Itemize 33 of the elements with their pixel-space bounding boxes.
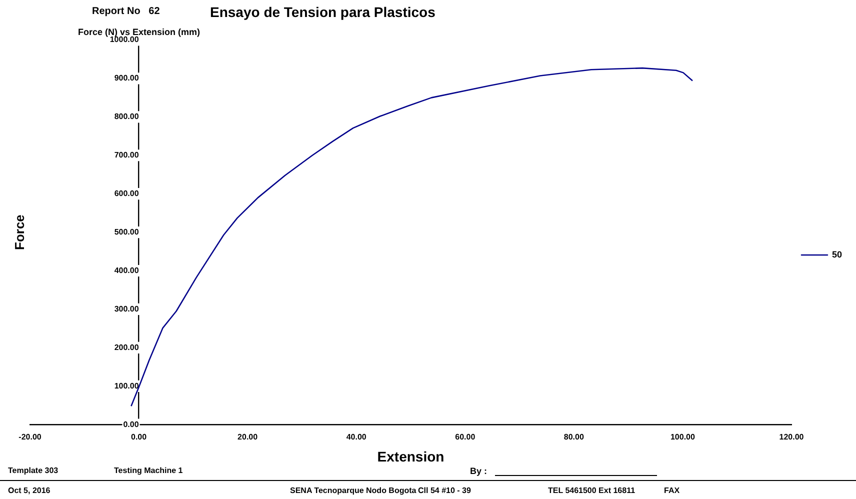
y-axis-title: Force: [12, 214, 27, 250]
x-tick-label: 120.00: [779, 432, 804, 442]
y-tick-label: 800.00: [114, 112, 140, 122]
y-tick-label: 700.00: [114, 150, 140, 160]
text: FAX: [664, 486, 680, 495]
text: Oct 5, 2016: [8, 486, 50, 495]
x-tick-label: 100.00: [670, 432, 696, 442]
legend-label: 50: [832, 249, 842, 260]
x-axis-title: Extension: [377, 448, 444, 464]
y-tick-label: 300.00: [114, 304, 140, 314]
x-tick-label: 60.00: [455, 432, 476, 442]
y-tick-label: 200.00: [114, 342, 140, 352]
x-tick-label: 40.00: [346, 432, 367, 442]
x-tick-label: 20.00: [238, 432, 258, 442]
chart-title: Ensayo de Tension para Plasticos: [210, 4, 436, 20]
text: Testing Machine 1: [114, 466, 183, 475]
text: Report No 62: [92, 6, 160, 17]
text: By :: [470, 466, 488, 476]
text: TEL 5461500 Ext 16811: [548, 486, 636, 495]
y-tick-label: 600.00: [114, 189, 140, 198]
text: Template 303: [8, 466, 58, 475]
y-tick-label: 100.00: [114, 381, 140, 390]
y-tick-label: 1000.00: [110, 35, 140, 44]
y-tick-label: 0.00: [123, 420, 140, 429]
y-tick-label: 500.00: [114, 228, 140, 237]
y-tick-label: 400.00: [114, 266, 140, 275]
text: Cll 54 #10 - 39: [418, 486, 471, 495]
x-tick-label: -20.00: [18, 432, 42, 442]
x-tick-label: 80.00: [564, 432, 584, 442]
text: SENA Tecnoparque Nodo Bogota: [290, 486, 416, 495]
x-tick-label: 0.00: [130, 432, 148, 442]
chart-subtitle: Force (N) vs Extension (mm): [78, 27, 200, 37]
y-tick-label: 900.00: [114, 74, 140, 83]
